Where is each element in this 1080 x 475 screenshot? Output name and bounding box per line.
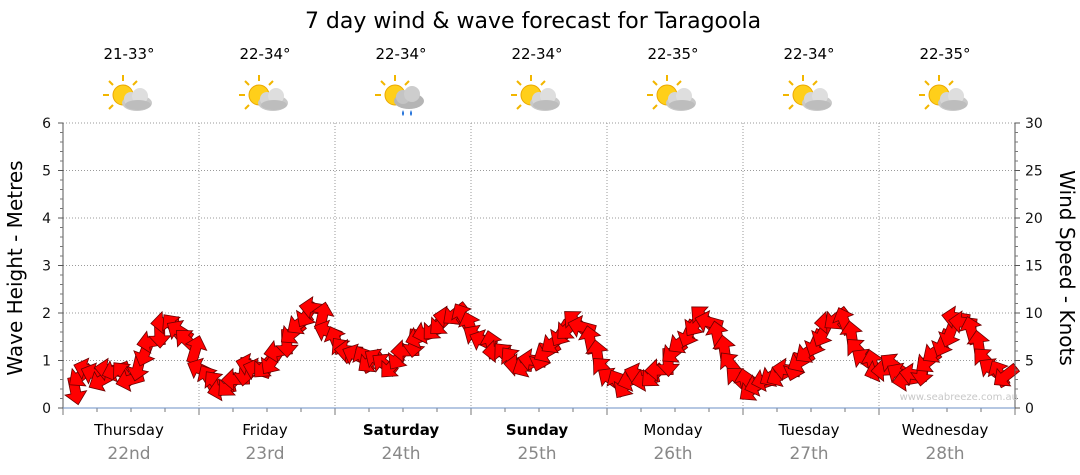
- right-axis-ticks: 0 5 10 15 20 25 30: [1015, 116, 1043, 417]
- day-name-label: Monday: [643, 421, 702, 439]
- weather-row: 21-33° 22-34° 22-34° 22-34° 22-35° 22-34° 22-3…: [101, 45, 971, 118]
- right-axis-label: Wind Speed - Knots: [1055, 170, 1079, 366]
- day-name-label: Sunday: [506, 421, 569, 439]
- day-temperature: 22-34°: [375, 45, 426, 63]
- wind-arrow: [993, 362, 1021, 387]
- right-tick-label: 10: [1025, 306, 1043, 322]
- left-tick-label: 6: [42, 116, 51, 132]
- day-name-label: Saturday: [363, 421, 440, 439]
- left-axis-ticks: 0 1 2 3 4 5 6: [42, 116, 63, 417]
- partly-cloudy-icon: [509, 73, 562, 113]
- partly-cloudy-icon: [237, 73, 290, 113]
- wind-arrow: [274, 328, 299, 359]
- watermark: www.seabreeze.com.au: [900, 392, 1018, 403]
- left-tick-label: 3: [42, 259, 51, 275]
- right-tick-label: 30: [1025, 116, 1043, 132]
- day-temperature: 22-35°: [919, 45, 970, 63]
- day-name-label: Thursday: [93, 421, 164, 439]
- day-date-label: 26th: [653, 444, 692, 464]
- day-name-label: Wednesday: [902, 421, 989, 439]
- day-temperature: 22-34°: [511, 45, 562, 63]
- day-labels: Thursday 22nd Friday 23rd Saturday 24th Sunday…: [93, 421, 988, 464]
- right-tick-label: 5: [1025, 354, 1034, 370]
- partly-cloudy-icon: [781, 73, 834, 113]
- left-tick-label: 1: [42, 354, 51, 370]
- right-tick-label: 25: [1025, 164, 1043, 180]
- day-name-label: Friday: [242, 421, 288, 439]
- day-temperature: 22-34°: [783, 45, 834, 63]
- right-tick-label: 0: [1025, 401, 1034, 417]
- left-tick-label: 0: [42, 401, 51, 417]
- left-tick-label: 2: [42, 306, 51, 322]
- chart-title: 7 day wind & wave forecast for Taragoola: [305, 9, 761, 34]
- day-date-label: 27th: [789, 444, 828, 464]
- day-date-label: 23rd: [245, 444, 284, 464]
- wind-arrow: [656, 347, 681, 378]
- day-temperature: 22-35°: [647, 45, 698, 63]
- left-tick-label: 5: [42, 164, 51, 180]
- partly-cloudy-icon: [101, 73, 154, 113]
- partly-cloudy-icon: [917, 73, 970, 113]
- partly-cloudy-icon: [645, 73, 698, 113]
- day-name-label: Tuesday: [777, 421, 839, 439]
- right-tick-label: 15: [1025, 259, 1043, 275]
- day-temperature: 21-33°: [103, 45, 154, 63]
- left-tick-label: 4: [42, 211, 51, 227]
- right-tick-label: 20: [1025, 211, 1043, 227]
- wind-arrows-series: [64, 295, 1021, 406]
- day-date-label: 28th: [925, 444, 964, 464]
- day-date-label: 24th: [381, 444, 420, 464]
- day-date-label: 25th: [517, 444, 556, 464]
- day-date-label: 22nd: [107, 444, 150, 464]
- left-axis-label: Wave Height - Metres: [3, 160, 27, 375]
- day-temperature: 22-34°: [239, 45, 290, 63]
- showers-icon: [373, 73, 426, 118]
